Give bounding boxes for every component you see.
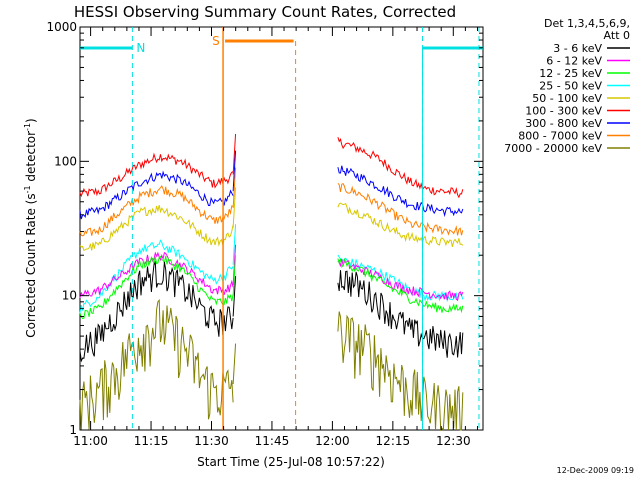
series-spike-4 xyxy=(232,224,237,265)
series-line-4-seg2 xyxy=(337,254,464,303)
chart-title: HESSI Observing Summary Count Rates, Cor… xyxy=(74,3,456,21)
legend-label-1: 6 - 12 keV xyxy=(546,55,602,68)
legend-header-2: Att 0 xyxy=(604,29,630,42)
series-line-2-seg1 xyxy=(79,185,234,237)
x-axis-label: Start Time (25-Jul-08 10:57:22) xyxy=(197,455,385,469)
y-tick-label-2: 100 xyxy=(54,154,77,168)
series-spike-6 xyxy=(232,255,237,296)
x-tick-label-3: 11:45 xyxy=(255,434,290,448)
y-tick-label-3: 1000 xyxy=(46,20,77,34)
series-line-0-seg2 xyxy=(337,137,464,199)
series-layer xyxy=(79,133,464,432)
legend-label-6: 300 - 800 keV xyxy=(525,117,602,130)
legend-label-8: 7000 - 20000 keV xyxy=(504,142,602,155)
series-line-7-seg2 xyxy=(337,270,464,358)
legend-label-2: 12 - 25 keV xyxy=(539,67,602,80)
series-line-3-seg2 xyxy=(337,202,464,248)
series-spike-3 xyxy=(232,187,237,228)
footer-date: 12-Dec-2009 09:19 xyxy=(557,466,634,475)
series-spike-0 xyxy=(232,133,237,175)
x-tick-label-4: 12:00 xyxy=(315,434,350,448)
legend-header-1: Det 1,3,4,5,6,9, xyxy=(544,17,630,30)
x-tick-label-0: 11:00 xyxy=(73,434,108,448)
series-line-3-seg1 xyxy=(79,204,234,251)
legend-label-0: 3 - 6 keV xyxy=(553,42,602,55)
series-line-8-seg2 xyxy=(337,311,464,432)
series-line-0-seg1 xyxy=(79,152,234,198)
x-tick-label-2: 11:30 xyxy=(194,434,229,448)
series-spike-7 xyxy=(232,276,237,317)
series-spike-8 xyxy=(232,343,237,385)
series-line-4-seg1 xyxy=(79,239,234,314)
series-line-5-seg2 xyxy=(337,258,464,302)
series-spike-5 xyxy=(232,244,237,286)
series-spike-1 xyxy=(232,150,237,192)
legend-label-5: 100 - 300 keV xyxy=(525,105,602,118)
x-tick-label-5: 12:15 xyxy=(376,434,411,448)
x-tick-label-1: 11:15 xyxy=(134,434,169,448)
series-line-6-seg1 xyxy=(79,255,234,319)
legend-label-4: 50 - 100 keV xyxy=(532,92,602,105)
series-spike-2 xyxy=(232,167,237,208)
series-line-1-seg1 xyxy=(79,170,234,220)
night-label: N xyxy=(136,41,145,55)
series-line-5-seg1 xyxy=(79,251,234,298)
axes-layer: 11:00 11:15 11:30 11:45 12:00 12:15 12:30 1 10 10… xyxy=(46,20,483,448)
legend-label-7: 800 - 7000 keV xyxy=(518,130,602,143)
y-tick-label-0: 1 xyxy=(69,423,77,437)
x-tick-label-6: 12:30 xyxy=(436,434,471,448)
series-line-6-seg2 xyxy=(337,258,464,314)
series-line-8-seg1 xyxy=(79,298,234,431)
y-axis-label: Corrected Count Rate (s-1 detector-1) xyxy=(23,118,38,337)
series-line-7-seg1 xyxy=(79,260,234,363)
series-line-1-seg2 xyxy=(337,165,464,218)
y-tick-label-1: 10 xyxy=(62,289,77,303)
legend-label-3: 25 - 50 keV xyxy=(539,80,602,93)
series-line-2-seg2 xyxy=(337,182,464,236)
plot-frame xyxy=(79,26,484,431)
saa-label: S xyxy=(212,34,220,48)
